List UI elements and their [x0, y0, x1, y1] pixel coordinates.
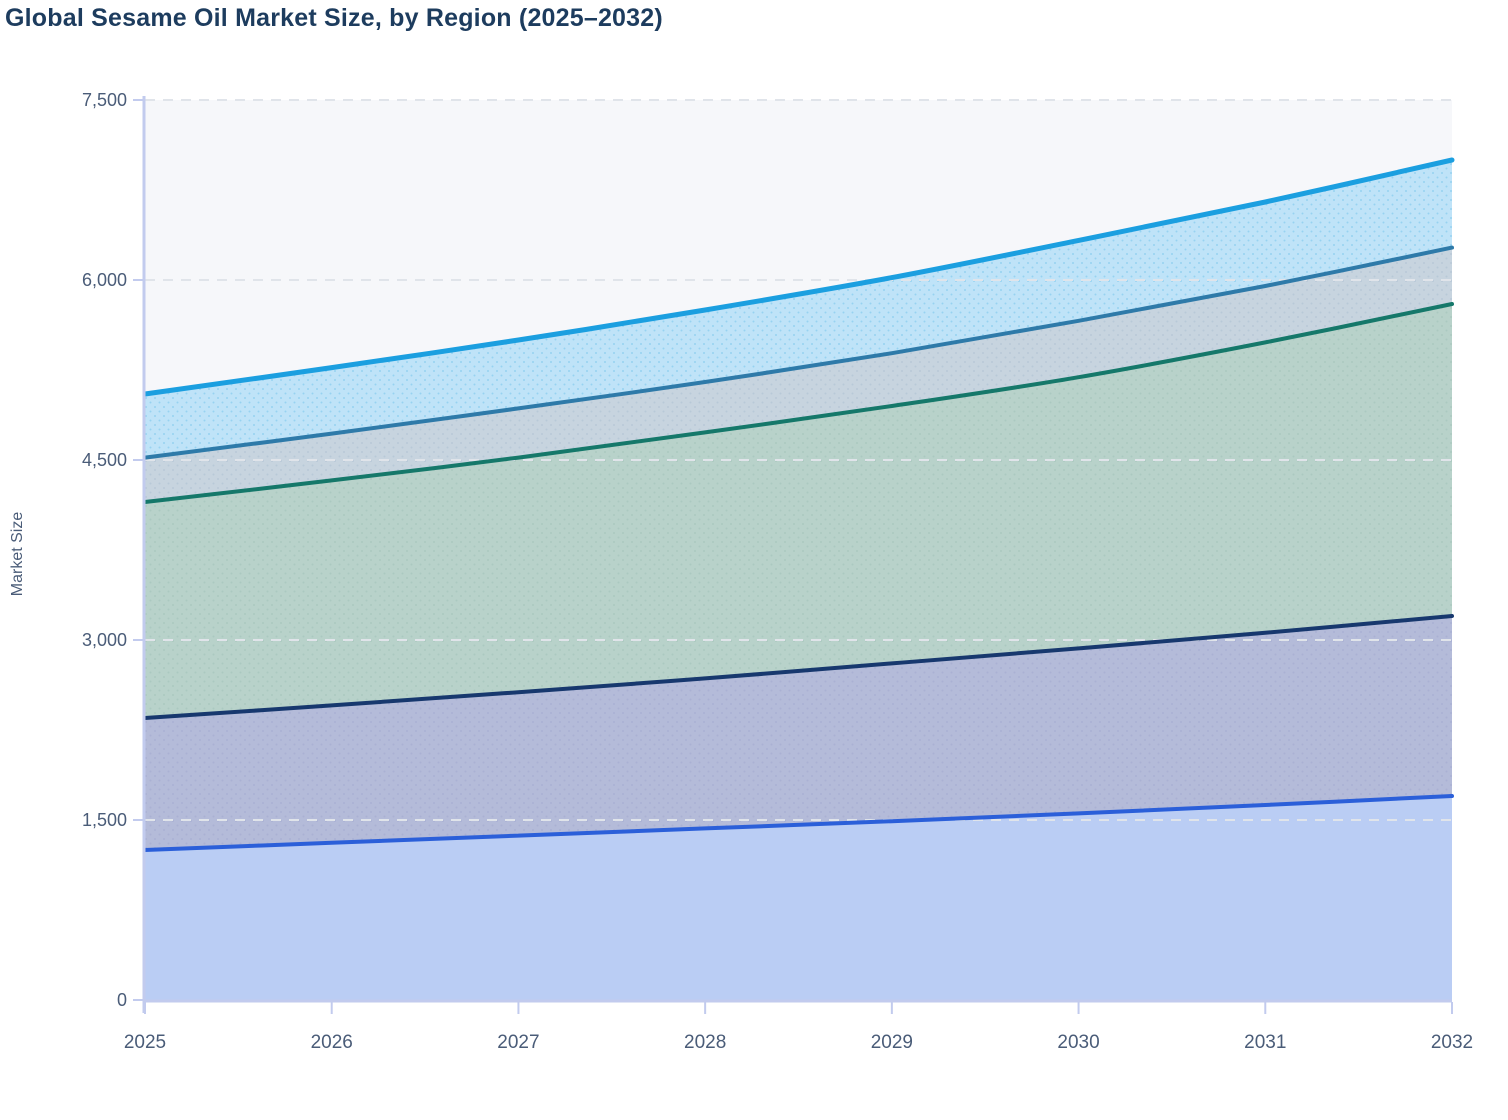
- y-tick-label: 6,000: [82, 270, 127, 290]
- x-tick-label: 2028: [684, 1032, 726, 1053]
- x-tick-label: 2027: [497, 1032, 539, 1053]
- x-tick-label: 2026: [311, 1032, 353, 1053]
- line-royal-blue: [143, 794, 1454, 852]
- x-tick-label: 2025: [124, 1032, 166, 1053]
- x-tick-label: 2031: [1244, 1032, 1286, 1053]
- y-tick-label: 0: [117, 990, 127, 1010]
- line-steel-blue: [143, 245, 1454, 460]
- chart-title: Global Sesame Oil Market Size, by Region…: [5, 4, 663, 32]
- line-sky-blue: [142, 157, 1455, 397]
- area-royal-blue: [145, 796, 1452, 1000]
- x-tick-label: 2032: [1431, 1032, 1473, 1053]
- x-tick-label: 2029: [871, 1032, 913, 1053]
- y-tick-label: 3,000: [82, 630, 127, 650]
- x-tick-label: 2030: [1057, 1032, 1099, 1053]
- line-teal-green: [143, 302, 1454, 504]
- line-dark-navy: [143, 614, 1454, 720]
- y-tick-label: 1,500: [82, 810, 127, 830]
- y-tick-label: 4,500: [82, 450, 127, 470]
- y-tick-label: 7,500: [82, 90, 127, 110]
